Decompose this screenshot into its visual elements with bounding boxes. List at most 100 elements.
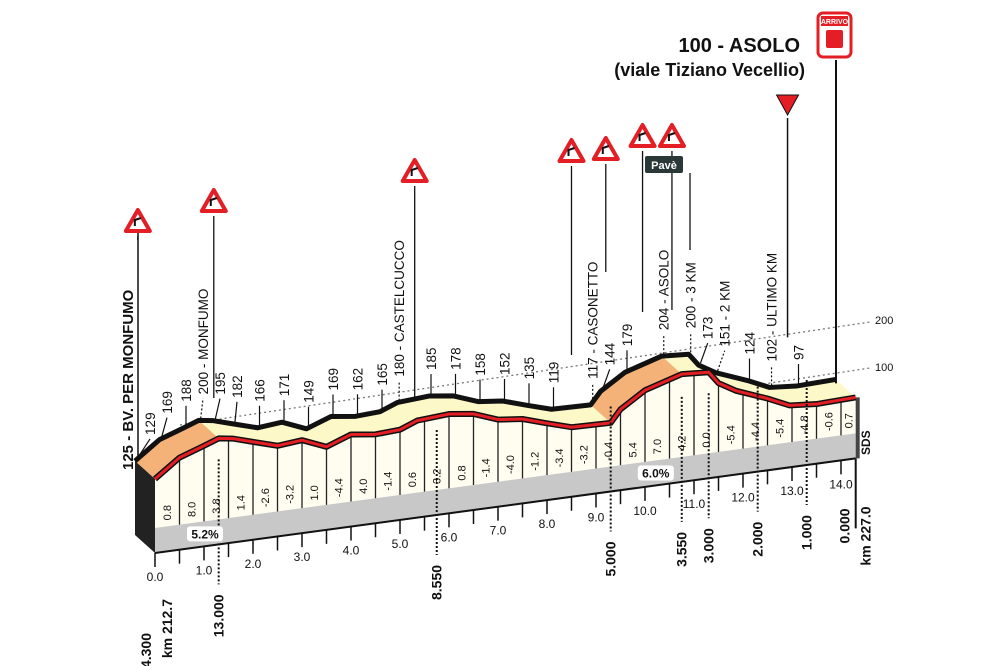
place-label: 200 - MONFUMO — [196, 289, 211, 395]
gradient-label: -2.6 — [260, 488, 272, 507]
to-go-label: 3.550 — [674, 532, 690, 567]
warning-sign-icon — [591, 136, 620, 161]
curve-glyph — [667, 132, 676, 141]
place-label: 204 - ASOLO — [657, 250, 672, 330]
to-go-label: 5.000 — [603, 541, 619, 576]
base-band — [155, 433, 856, 553]
gradient-label: 0.8 — [456, 465, 468, 480]
km-tick-label: 3.0 — [294, 550, 311, 564]
gradient-label: 8.0 — [187, 502, 199, 517]
start-label: 125 - BV. PER MONFUMO — [120, 289, 137, 470]
gradient-label: -5.4 — [775, 419, 787, 438]
elevation-label: 188 — [179, 379, 194, 402]
warning-sign-icon — [400, 158, 429, 183]
gradient-label: -4.4 — [334, 478, 346, 497]
finish-subtitle: (viale Tiziano Vecellio) — [614, 60, 805, 80]
elevation-label: 173 — [701, 317, 716, 340]
pave-label: Pavè — [651, 160, 677, 172]
finish-title: 100 - ASOLO — [678, 35, 800, 57]
elevation-label: 166 — [253, 379, 268, 402]
finish-flag-icon — [826, 30, 843, 48]
gradient-label: -1.2 — [530, 452, 542, 471]
km-tick-label: 5.0 — [392, 537, 409, 551]
arrivo-text: ARRIVO — [821, 19, 849, 26]
gradient-label: -4.0 — [505, 455, 517, 474]
to-go-label: 2.000 — [750, 521, 766, 556]
elevation-label: 152 — [498, 352, 513, 375]
gradient-label: 5.4 — [628, 442, 640, 457]
km-tick-label: 13.0 — [780, 484, 804, 498]
elevation-label: 178 — [449, 347, 464, 370]
elevation-label: 171 — [277, 374, 292, 397]
elevation-label: 149 — [302, 380, 317, 403]
elevation-tick — [214, 398, 221, 419]
curve-glyph — [638, 132, 646, 141]
elevation-label: 162 — [351, 368, 366, 391]
pave-badge — [645, 156, 683, 173]
curve-glyph — [601, 145, 610, 154]
place-label: 200 - 3 KM — [684, 262, 699, 328]
gradient-label: -1.4 — [481, 458, 493, 477]
gradient-label: -3.4 — [554, 448, 566, 467]
elevation-tick — [136, 438, 151, 460]
elevation-tick — [699, 342, 709, 364]
grade-badge-text: 6.0% — [642, 467, 670, 481]
elevation-label: 97 — [792, 345, 807, 360]
km-tick-label: 14.0 — [829, 477, 853, 491]
elevation-label: 124 — [743, 331, 758, 354]
curve-glyph — [410, 167, 419, 176]
km-tick-label: 4.0 — [343, 544, 360, 558]
to-go-label: 13.000 — [211, 594, 227, 637]
km-start-label: km 212.7 — [159, 599, 175, 658]
profile-back-edge — [133, 351, 837, 463]
km-tick-label: 6.0 — [441, 530, 458, 544]
elevation-tick — [717, 350, 726, 371]
grade-badge-text: 5.2% — [191, 527, 219, 541]
grade-badge — [187, 526, 223, 542]
elevation-label: 182 — [230, 375, 245, 398]
warning-sign-icon — [123, 208, 152, 233]
arrivo-band — [821, 16, 848, 26]
warning-sign-icon — [199, 188, 228, 213]
warning-triangle — [199, 188, 228, 213]
elevation-label: 158 — [473, 353, 488, 376]
reference-label-100: 100 — [875, 362, 893, 374]
to-go-label: 14.300 — [138, 633, 154, 666]
km-tick-label: 8.0 — [539, 517, 556, 531]
elevation-tick — [160, 417, 168, 438]
km-tick-label: 10.0 — [633, 504, 657, 518]
elevation-label: 129 — [143, 412, 158, 435]
gradient-label: -1.4 — [383, 472, 395, 491]
steep-section — [590, 356, 682, 423]
grade-badge — [637, 465, 674, 481]
km-tick-label: 0.0 — [147, 570, 164, 584]
warning-triangle — [591, 136, 620, 161]
place-label: 102 - ULTIMO KM — [765, 253, 780, 362]
gradient-label: -3.2 — [579, 445, 591, 464]
elevation-label: 144 — [603, 342, 618, 365]
km-end-label: km 227.0 — [858, 506, 874, 565]
base-line — [154, 457, 856, 554]
steep-section — [135, 420, 219, 479]
warning-triangle — [123, 208, 152, 233]
curve-glyph — [133, 217, 142, 226]
elevation-label: 169 — [160, 391, 175, 414]
km-tick-label: 11.0 — [683, 497, 706, 511]
elevation-tick — [601, 369, 611, 390]
to-go-label: 8.550 — [429, 565, 445, 600]
warning-triangle — [657, 123, 686, 148]
gradient-label: 1.4 — [236, 495, 248, 510]
gradient-label: 0.0 — [701, 432, 713, 447]
gradient-label: -4.8 — [799, 415, 811, 434]
gradient-label: 3.2 — [432, 469, 444, 484]
elevation-tick — [234, 401, 238, 422]
flamme-rouge-icon — [775, 94, 800, 117]
to-go-label: 1.000 — [799, 515, 815, 550]
warning-triangle — [628, 123, 657, 148]
km-tick-label: 9.0 — [588, 510, 605, 524]
gradient-label: 4.2 — [677, 436, 689, 451]
elevation-label: 195 — [213, 372, 228, 395]
sds-logo: SDS — [859, 430, 873, 455]
gradient-label: -0.6 — [824, 412, 836, 431]
